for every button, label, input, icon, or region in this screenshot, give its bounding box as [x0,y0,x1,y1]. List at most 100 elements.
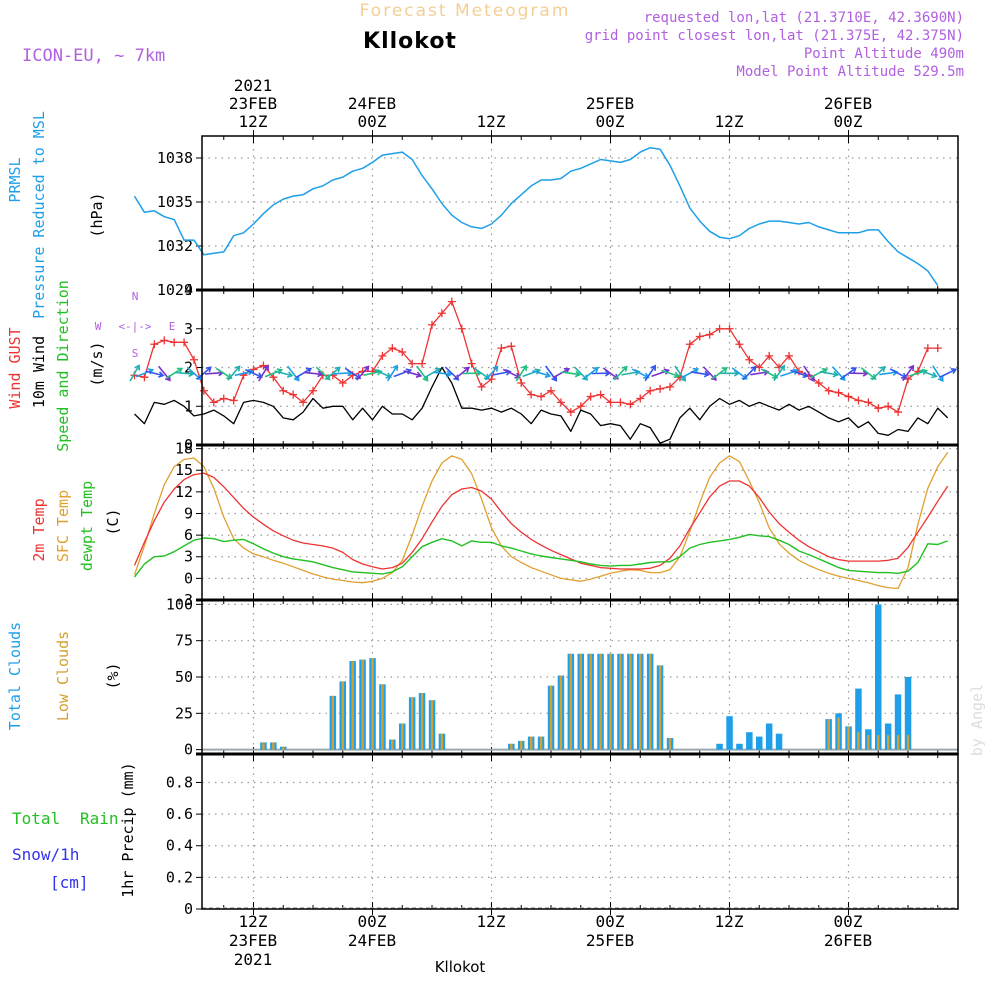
total-clouds-label: Total Clouds [6,622,24,730]
wind-direction-arrowhead [908,364,915,372]
wind-gust-marker [755,363,764,372]
wind-gust-marker [507,342,516,351]
wind-direction-arrowhead [650,364,657,371]
low-clouds-bar [539,736,543,750]
wind-direction-arrow [129,365,140,382]
wind-direction-arrow [790,369,808,377]
wind-direction-arrowhead [392,364,398,371]
temperature-series [133,451,949,590]
low-clouds-bar [877,735,880,750]
wind-gust-marker [556,398,565,407]
wind-direction-arrow [215,367,232,379]
wind-direction-arrow [919,369,937,378]
top-hour-label: 12Z [239,112,268,131]
low-clouds-bar [639,653,642,750]
pressure-unit-label: (hPa) [88,192,106,237]
low-clouds-bar [847,726,850,750]
temp-sfc-label: SFC Temp [54,490,72,562]
wind-direction-arrow [423,368,441,379]
wind-direction-arrow [473,367,490,380]
wind-direction-arrowhead [741,373,748,380]
clouds-series [202,604,958,751]
wind-10m-label: 10m Wind [30,336,48,408]
requested-coordinates: requested lon,lat (21.3710E, 42.3690N) [644,10,964,26]
precip-total-label: Total [12,809,60,828]
wind-direction-arrow [432,371,451,376]
wind-gust-marker [685,340,694,349]
wind-direction-arrow [889,368,907,379]
wind-direction-arrowhead [376,368,383,376]
y-tick-label: 12 [175,483,193,501]
low-clouds-bar [272,742,275,750]
bottom-date-label: 24FEB [348,931,396,950]
wind-gust-marker [894,408,903,417]
low-clouds-bar [381,684,384,750]
wind-gust-marker [864,398,873,407]
wind-direction-arrow [393,369,411,378]
wind-gust-marker [785,351,793,360]
low-clouds-bar [569,653,572,750]
watermark-text: by Angel [968,684,986,756]
precip-unit-label: 1hr Precip (mm) [119,762,137,897]
wind-direction-arrow [303,371,323,376]
top-hour-label: 00Z [358,112,387,131]
wind-direction-arrow [204,371,223,375]
total-clouds-bar [894,694,902,750]
wind-gust-marker [140,373,149,382]
low-clouds-bar [896,735,900,750]
wind-unit-label: (m/s) [88,341,106,386]
wind-direction-arrow [602,367,619,380]
low-clouds-bar [668,738,672,750]
wind-direction-arrowhead [950,368,958,375]
wind-direction-arrow [681,368,699,379]
low-clouds-bar [579,653,582,750]
bottom-hour-label: 12Z [477,912,506,931]
wind-direction-arrowhead [621,365,628,372]
wind-direction-arrow [690,371,709,376]
pressure-series [133,146,939,287]
wind-gust-marker [289,390,298,399]
low-clouds-bar [401,723,404,750]
low-clouds-bar [361,659,364,750]
wind-gust-marker [259,361,268,370]
wind-gust-marker [616,398,625,407]
wind-direction-arrowhead [492,365,499,372]
wind-gust-marker [923,344,932,353]
total-clouds-bar [726,716,733,750]
wind-gust-marker [666,382,674,391]
wind-direction-arrow [750,371,769,376]
low-clouds-bar [658,665,662,750]
wind-gust-marker [824,386,833,395]
wind-direction-arrow [416,365,429,381]
wind-direction-arrowhead [226,373,233,379]
y-tick-label: 3 [184,320,193,338]
y-tick-label: 4 [184,281,193,299]
wind-direction-arrow [484,366,499,381]
wind-gust-marker [586,392,595,401]
wind-direction-arrowhead [850,367,858,373]
wind-direction-arrowhead [483,373,491,380]
wind-direction-arrow [196,366,212,380]
wind-series [129,297,958,444]
low-clouds-bar [589,653,592,750]
wind-direction-arrow [644,365,656,382]
bottom-hour-label: 12Z [239,912,268,931]
wind-direction-arrowhead [931,371,938,379]
wind-direction-arrowhead [363,365,370,372]
bottom-hour-label: 00Z [596,912,625,931]
wind-direction-arrowhead [415,371,423,378]
total-clouds-bar [904,677,912,750]
wind-gust-marker [517,379,526,387]
total-clouds-bar [875,604,882,750]
wind-gust-marker [765,351,774,360]
wind-direction-arrow [286,365,300,381]
wind-direction-arrow [871,366,886,381]
wind-direction-arrowhead [188,370,195,378]
top-hour-label: 00Z [596,112,625,131]
wind-direction-arrow [175,371,194,375]
wind-gust-marker [854,396,863,405]
wind-direction-arrow [760,368,778,379]
wind-direction-legend: W <-|-> E N S [95,290,176,360]
pressure-description-label: Pressure Reduced to MSL [30,111,48,319]
